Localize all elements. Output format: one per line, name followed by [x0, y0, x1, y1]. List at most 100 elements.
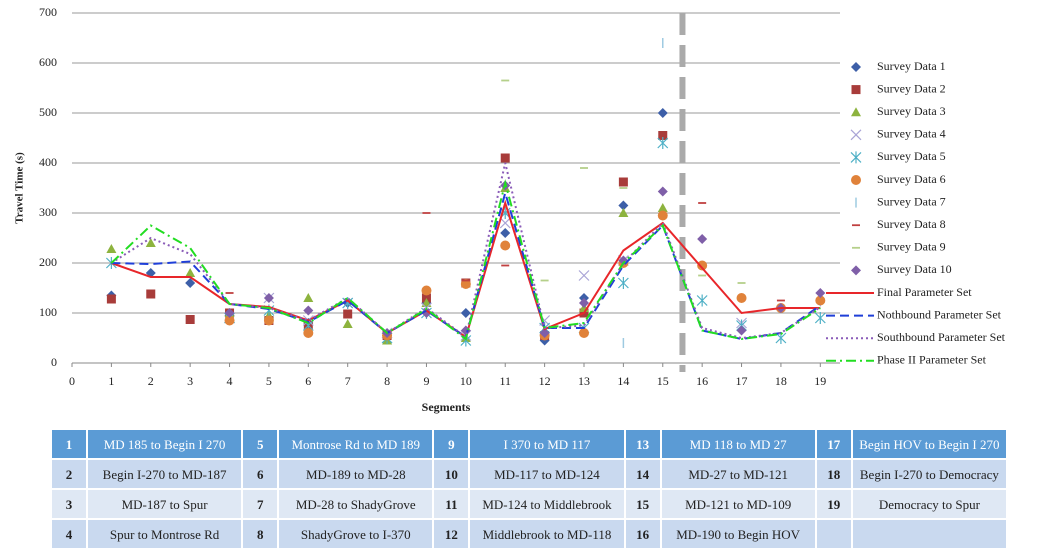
x-tick-label: 13 — [578, 374, 590, 388]
segment-name: MD-124 to Middlebrook — [468, 488, 626, 520]
legend-marker — [850, 129, 862, 141]
legend-label: Survey Data 5 — [877, 149, 946, 163]
legend-label: Phase II Parameter Set — [877, 353, 987, 367]
scatter-point — [618, 208, 629, 217]
legend-label: Survey Data 3 — [877, 104, 946, 118]
segment-name: Begin HOV to Begin I 270 — [850, 428, 1009, 460]
legend-label: Nothbound Parameter Set — [877, 307, 1002, 321]
segment-number: 15 — [623, 488, 662, 520]
x-tick-label: 11 — [499, 374, 511, 388]
x-tick-label: 7 — [345, 374, 351, 388]
x-tick-label: 12 — [539, 374, 551, 388]
table-row: 2 Begin I-270 to MD-187 6 MD-189 to MD-28 10… — [50, 458, 1009, 490]
scatter-point — [106, 294, 116, 304]
y-axis-label: Travel Time (s) — [14, 152, 26, 224]
segment-name: MD-27 to MD-121 — [659, 458, 817, 490]
scatter-point — [263, 293, 274, 303]
scatter-point — [185, 278, 196, 288]
table-row: 4 Spur to Montrose Rd 8 ShadyGrove to I-370… — [50, 518, 1009, 550]
table-row: 3 MD-187 to Spur 7 MD-28 to ShadyGrove 11 MD-… — [50, 488, 1009, 520]
scatter-point — [736, 293, 747, 303]
segment-number: 3 — [50, 488, 88, 520]
y-tick-label: 0 — [51, 355, 57, 369]
segment-table: 1 MD 185 to Begin I 270 5 Montrose Rd to MD… — [50, 428, 1009, 550]
x-tick-label: 15 — [657, 374, 669, 388]
scatter-point — [303, 328, 314, 338]
x-tick-label: 2 — [148, 374, 154, 388]
segment-name: Begin I-270 to Democracy — [850, 458, 1009, 490]
segment-name: I 370 to MD 117 — [468, 428, 626, 460]
legend-label: Survey Data 2 — [877, 81, 946, 95]
legend-label: Survey Data 9 — [877, 240, 946, 254]
x-tick-label: 18 — [775, 374, 787, 388]
segment-number: 16 — [623, 518, 662, 550]
segment-number: 5 — [241, 428, 280, 460]
segment-name: Democracy to Spur — [850, 488, 1009, 520]
segment-name: Spur to Montrose Rd — [85, 518, 244, 550]
x-tick-label: 10 — [460, 374, 472, 388]
x-tick-label: 6 — [305, 374, 311, 388]
chart: Travel Time (s) Segments 010020030040050… — [14, 5, 1006, 414]
legend-marker — [851, 107, 861, 117]
scatter-point — [657, 137, 669, 149]
legend-label: Survey Data 8 — [877, 217, 946, 231]
x-tick-label: 16 — [696, 374, 708, 388]
y-tick-label: 300 — [39, 205, 57, 219]
segment-number: 13 — [623, 428, 662, 460]
segment-number: 12 — [432, 518, 471, 550]
x-tick-label: 9 — [423, 374, 429, 388]
y-tick-label: 400 — [39, 155, 57, 169]
legend-marker — [851, 265, 861, 276]
segment-number: 7 — [241, 488, 280, 520]
segment-name: MD-117 to MD-124 — [468, 458, 626, 490]
scatter-point — [736, 325, 747, 336]
scatter-point — [658, 131, 668, 140]
scatter-point — [697, 234, 708, 244]
scatter-point — [421, 285, 432, 296]
segment-number: 19 — [814, 488, 853, 520]
segment-name: MD-190 to Begin HOV — [659, 518, 817, 550]
scatter-point — [500, 153, 510, 163]
series-line — [110, 179, 821, 341]
segment-number: 11 — [432, 488, 471, 520]
legend-label: Survey Data 4 — [877, 127, 946, 141]
x-tick-label: 14 — [617, 374, 629, 388]
x-tick-label: 17 — [736, 374, 748, 388]
scatter-point — [460, 279, 471, 289]
scatter-point — [499, 217, 511, 229]
x-tick-label: 4 — [227, 374, 233, 388]
legend-label: Southbound Parameter Set — [877, 330, 1006, 344]
segment-name: MD-121 to MD-109 — [659, 488, 817, 520]
segment-name: Begin I-270 to MD-187 — [85, 458, 244, 490]
segment-number: 17 — [814, 428, 853, 460]
segment-name: ShadyGrove to I-370 — [277, 518, 435, 550]
x-tick-label: 8 — [384, 374, 390, 388]
scatter-point — [460, 308, 471, 318]
segment-number: 18 — [814, 458, 853, 490]
legend-marker — [851, 62, 861, 72]
scatter-point — [618, 177, 628, 187]
x-tick-label: 5 — [266, 374, 272, 388]
segment-number: 9 — [432, 428, 471, 460]
legend-label: Final Parameter Set — [877, 285, 972, 299]
segment-number: 10 — [432, 458, 471, 490]
x-axis-label: Segments — [422, 400, 471, 414]
scatter-point — [224, 315, 235, 326]
scatter-point — [815, 295, 826, 306]
y-tick-label: 600 — [39, 55, 57, 69]
scatter-point — [539, 328, 550, 338]
segment-name: Montrose Rd to MD 189 — [277, 428, 435, 460]
scatter-point — [657, 108, 668, 118]
scatter-point — [500, 240, 511, 251]
scatter-point — [185, 268, 196, 277]
series-line — [110, 162, 821, 340]
table-row: 1 MD 185 to Begin I 270 5 Montrose Rd to MD… — [50, 428, 1009, 460]
segment-name: Middlebrook to MD-118 — [468, 518, 626, 550]
segment-number: 1 — [50, 428, 88, 460]
legend-marker — [850, 151, 862, 164]
segment-number: 6 — [241, 458, 280, 490]
y-tick-label: 200 — [39, 255, 57, 269]
segment-number: 14 — [623, 458, 662, 490]
scatter-point — [343, 309, 353, 319]
segment-number: 8 — [241, 518, 280, 550]
